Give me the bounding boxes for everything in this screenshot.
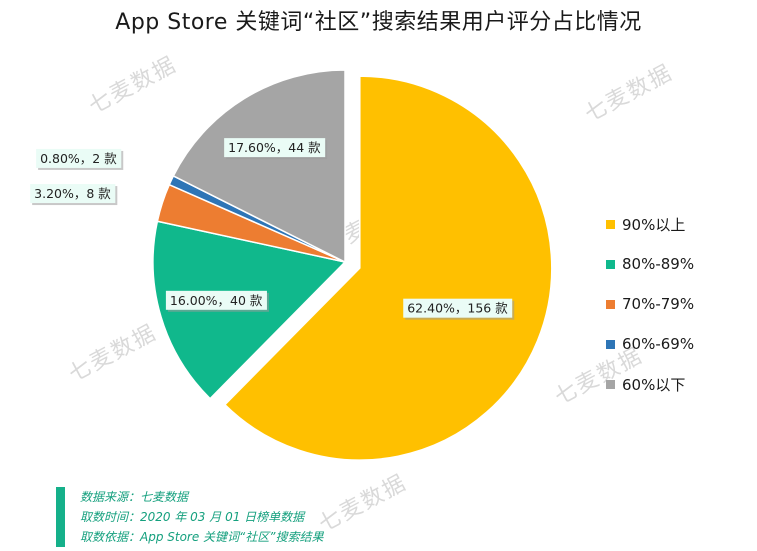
legend-item-80-89: 80%-89% (606, 244, 694, 284)
chart-legend: 90%以上 80%-89% 70%-79% 60%-69% 60%以下 (606, 204, 694, 404)
legend-label: 70%-79% (622, 295, 695, 313)
data-label-90-above: 62.40%，156 款 (403, 298, 515, 320)
legend-label: 80%-89% (622, 255, 695, 273)
data-source-footer: 数据来源：七麦数据 取数时间：2020 年 03 月 01 日榜单数据 取数依据… (56, 487, 324, 547)
legend-item-60-69: 60%-69% (606, 324, 694, 364)
legend-swatch (606, 339, 615, 349)
legend-label: 60%以下 (622, 375, 686, 394)
data-label-60-69: 0.80%，2 款 (36, 148, 124, 170)
legend-item-70-79: 70%-79% (606, 284, 694, 324)
legend-item-90-above: 90%以上 (606, 204, 694, 244)
legend-swatch (606, 299, 615, 309)
pie-slice-60-below (172, 69, 346, 264)
legend-swatch (606, 259, 615, 269)
chart-title: App Store 关键词“社区”搜索结果用户评分占比情况 (115, 10, 642, 35)
legend-swatch (606, 219, 615, 229)
legend-label: 90%以上 (622, 215, 686, 234)
footer-time: 取数时间：2020 年 03 月 01 日榜单数据 (80, 510, 305, 524)
data-label-70-79: 3.20%，8 款 (30, 184, 118, 206)
data-label-80-89: 16.00%，40 款 (165, 290, 269, 312)
footer-basis: 取数依据：App Store 关键词“社区”搜索结果 (80, 530, 324, 544)
legend-label: 60%-69% (622, 335, 695, 353)
svg-text:0.80%，2 款: 0.80%，2 款 (40, 151, 117, 166)
svg-text:3.20%，8 款: 3.20%，8 款 (34, 186, 111, 201)
legend-item-60-below: 60%以下 (606, 364, 694, 404)
legend-swatch (606, 379, 615, 389)
svg-text:17.60%，44 款: 17.60%，44 款 (228, 140, 321, 155)
data-label-60-below: 17.60%，44 款 (224, 138, 328, 160)
pie-slice-90-above (223, 75, 553, 461)
footer-source: 数据来源：七麦数据 (80, 490, 189, 504)
svg-text:16.00%，40 款: 16.00%，40 款 (170, 293, 263, 308)
svg-text:62.40%，156 款: 62.40%，156 款 (407, 301, 508, 316)
